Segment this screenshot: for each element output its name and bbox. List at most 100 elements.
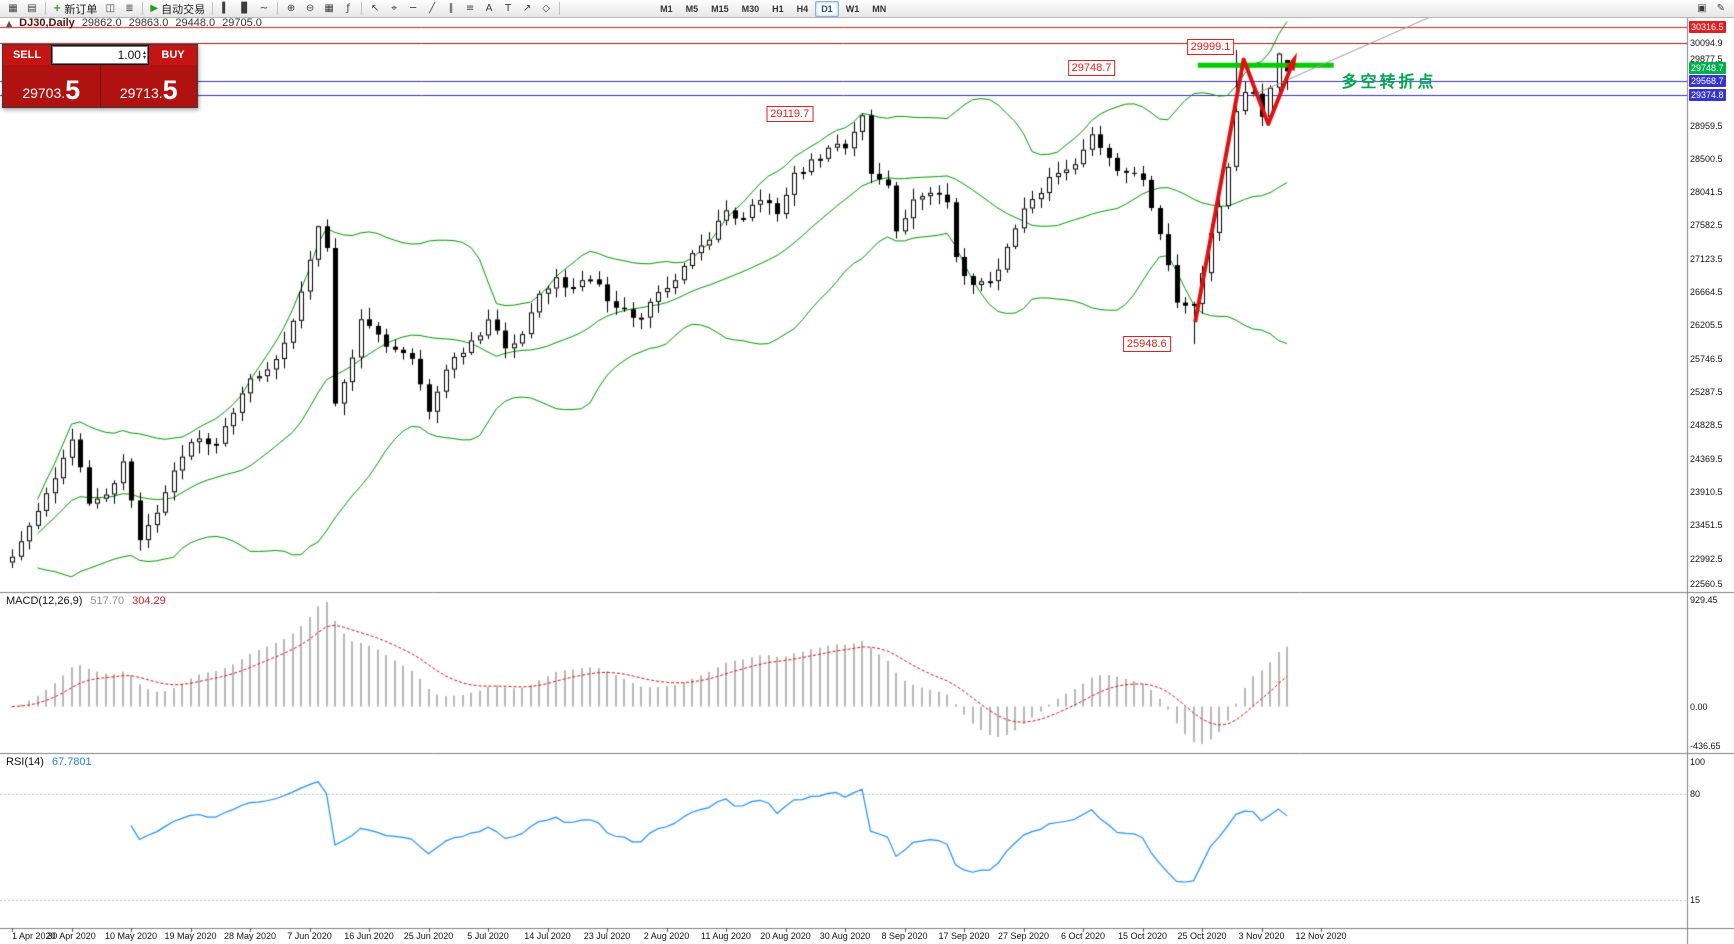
line-chart-icon[interactable]: ~	[255, 1, 273, 17]
volume-field[interactable]: 1.00 ▴ ▾	[52, 46, 148, 64]
timeframe-h4[interactable]: H4	[796, 3, 809, 14]
timeframe-m15[interactable]: M15	[711, 3, 729, 14]
chart-symbol-label: DJ30,Daily	[19, 17, 75, 29]
indicators-icon[interactable]: ƒ	[339, 1, 357, 17]
new-order-button[interactable]: + 新订单	[50, 1, 100, 17]
timeframe-m1[interactable]: M1	[660, 3, 673, 14]
terminal-icon: ◫	[105, 2, 116, 14]
tile-windows-icon: ▦	[324, 2, 334, 14]
crosshair-icon: ⌖	[391, 2, 397, 14]
horizontal-line-icon[interactable]: ─	[404, 1, 422, 17]
main-toolbar: ▦ ▤ + 新订单 ◫ ≣ ▶ 自动交易 ▍ ▊ ~ ⊕ ⊖ ▦ ƒ ↖ ⌖ ─ ╱ ∥ ≡ A T ↗ ◇ M1 M5 M15 M30…	[0, 0, 1734, 18]
crosshair-icon[interactable]: ⌖	[385, 1, 403, 17]
toolbar-separator	[277, 2, 279, 15]
timeframe-w1[interactable]: W1	[845, 3, 860, 14]
edit-cursor-icon[interactable]: ✎	[1712, 1, 1730, 17]
toolbar-separator	[142, 2, 144, 15]
one-click-trading-widget: SELL 1.00 ▴ ▾ BUY 29703. 5 29713. 5	[2, 44, 198, 108]
cursor-icon: ↖	[370, 2, 380, 14]
strategy-tester-icon[interactable]: ≣	[120, 1, 138, 17]
trendline-icon[interactable]: ╱	[423, 1, 441, 17]
toolbar-separator	[212, 2, 214, 15]
autotrading-button-label: 自动交易	[161, 3, 206, 16]
new-chart-icon: ▦	[8, 2, 18, 14]
symbol-marker-icon: ▲	[6, 19, 13, 28]
shapes-icon[interactable]: ◇	[537, 1, 555, 17]
tile-windows-icon[interactable]: ▦	[320, 1, 338, 17]
rsi-name: RSI(14)	[6, 756, 44, 768]
timeframe-h1[interactable]: H1	[772, 3, 784, 14]
ohlc-high: 29863.0	[128, 17, 169, 29]
new-chart-icon[interactable]: ▦	[4, 1, 22, 17]
price-annotation[interactable]: 25948.6	[1122, 336, 1171, 353]
new-order-button-label: 新订单	[64, 3, 98, 16]
volume-value: 1.00	[117, 48, 141, 62]
candlestick-chart-icon: ▊	[241, 2, 249, 14]
rsi-indicator-label: RSI(14) 67.7801	[6, 756, 92, 768]
buy-tab[interactable]: BUY	[149, 45, 197, 65]
arrow-tool-icon: ↗	[522, 2, 532, 14]
volume-down-icon[interactable]: ▾	[142, 54, 146, 61]
bar-chart-icon[interactable]: ▍	[217, 1, 235, 17]
volume-up-icon[interactable]: ▴	[142, 49, 146, 56]
text-icon[interactable]: A	[480, 1, 498, 17]
shapes-icon: ◇	[542, 2, 550, 14]
channel-icon[interactable]: ∥	[442, 1, 460, 17]
buy-button[interactable]: 29713. 5	[100, 65, 197, 107]
zoom-out-icon: ⊖	[305, 2, 315, 14]
bar-chart-icon: ▍	[222, 2, 230, 14]
cursor-icon[interactable]: ↖	[366, 1, 384, 17]
ohlc-close: 29705.0	[222, 17, 262, 29]
macd-main-value: 517.70	[90, 595, 125, 607]
arrow-tool-icon[interactable]: ↗	[518, 1, 536, 17]
sell-price-big: 5	[65, 75, 81, 105]
label-icon[interactable]: T	[499, 1, 517, 17]
toolbar-separator	[361, 2, 363, 15]
docking-icon: ▣	[1697, 2, 1707, 14]
timeframe-d1[interactable]: D1	[815, 0, 839, 17]
macd-indicator-label: MACD(12,26,9) 517.70 304.29	[6, 595, 166, 607]
label-icon: T	[505, 2, 512, 14]
text-icon: A	[485, 2, 493, 14]
volume-steppers: ▴ ▾	[142, 49, 146, 61]
sell-price-main: 29703.	[22, 85, 66, 101]
timeframe-toolbar: M1 M5 M15 M30 H1 H4 D1 W1 MN	[654, 0, 892, 17]
new-order-icon: +	[53, 2, 62, 14]
autotrading-button[interactable]: ▶ 自动交易	[147, 1, 208, 17]
rsi-value: 67.7801	[51, 756, 92, 768]
chart-profiles-icon[interactable]: ▤	[23, 1, 41, 17]
timeframe-mn[interactable]: MN	[872, 3, 887, 14]
price-annotation[interactable]: 29999.1	[1186, 39, 1235, 56]
timeframe-m5[interactable]: M5	[685, 3, 699, 14]
zoom-in-icon: ⊕	[286, 2, 296, 14]
edit-cursor-icon: ✎	[1716, 2, 1726, 14]
sell-button[interactable]: 29703. 5	[3, 65, 101, 107]
zoom-out-icon[interactable]: ⊖	[301, 1, 319, 17]
chinese-note[interactable]: 多空转折点	[1341, 73, 1437, 91]
chart-ohlc-header: ▲ DJ30,Daily 29862.0 29863.0 29448.0 297…	[6, 17, 262, 31]
macd-name: MACD(12,26,9)	[6, 595, 83, 607]
chart-profiles-icon: ▤	[27, 2, 37, 14]
terminal-icon[interactable]: ◫	[101, 1, 119, 17]
price-annotation[interactable]: 29119.7	[766, 105, 814, 122]
strategy-tester-icon: ≣	[125, 2, 134, 14]
autotrading-icon: ▶	[150, 2, 159, 14]
candlestick-chart-icon[interactable]: ▊	[236, 1, 254, 17]
macd-signal-value: 304.29	[132, 595, 166, 607]
timeframe-m30[interactable]: M30	[741, 3, 760, 14]
zoom-in-icon[interactable]: ⊕	[282, 1, 300, 17]
docking-icon[interactable]: ▣	[1693, 1, 1711, 17]
sell-tab[interactable]: SELL	[3, 45, 51, 65]
price-annotation[interactable]: 29748.7	[1067, 60, 1116, 77]
buy-price-big: 5	[162, 75, 178, 105]
trendline-icon: ╱	[429, 2, 436, 14]
channel-icon: ∥	[448, 2, 454, 14]
fibonacci-icon: ≡	[465, 2, 475, 14]
ohlc-open: 29862.0	[81, 17, 122, 29]
toolbar-separator	[45, 2, 46, 15]
ohlc-low: 29448.0	[175, 17, 216, 29]
buy-price-main: 29713.	[119, 85, 163, 101]
fibonacci-icon[interactable]: ≡	[461, 1, 479, 17]
